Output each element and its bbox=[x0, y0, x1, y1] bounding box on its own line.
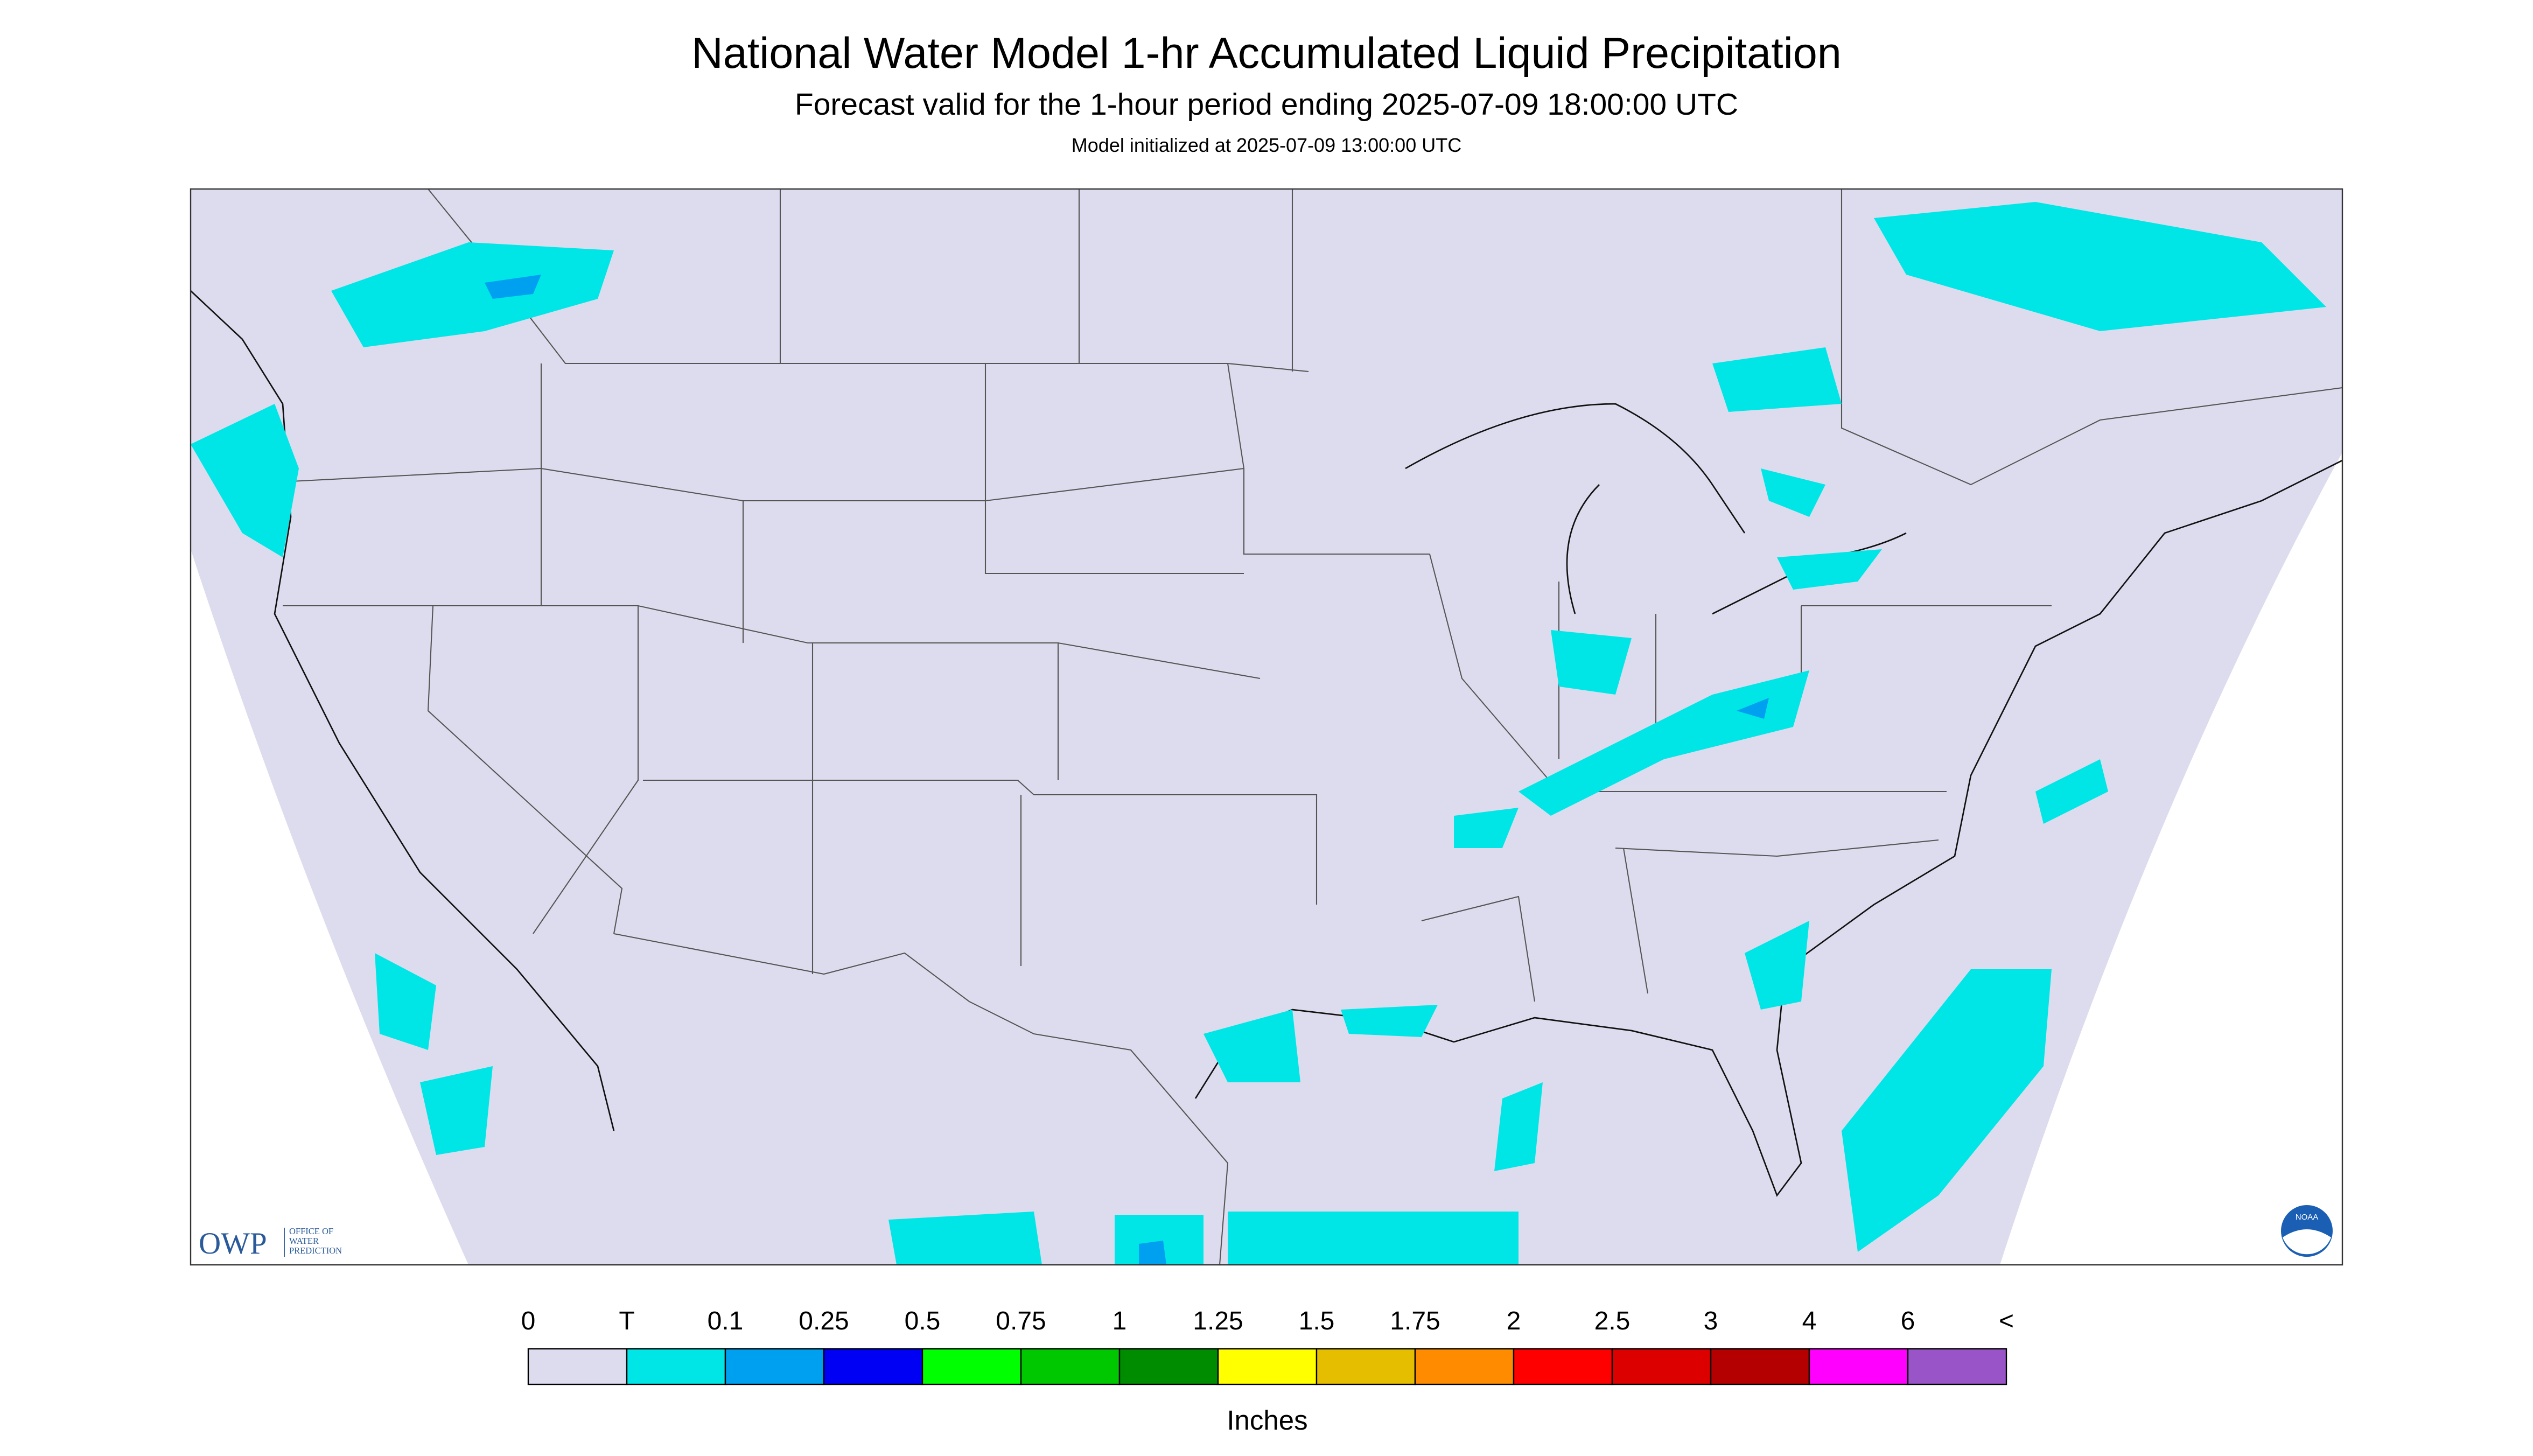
legend-label: 0.75 bbox=[996, 1307, 1046, 1335]
legend-label: 1 bbox=[1112, 1307, 1127, 1335]
color-legend: 0 T 0.1 0.25 0.5 0.75 1 1.25 1.5 1.75 2 2.5 3 4 6 < Inch… bbox=[521, 1307, 2014, 1436]
legend-swatch bbox=[1611, 1348, 1712, 1385]
legend-label: T bbox=[619, 1307, 634, 1335]
legend-swatch bbox=[1907, 1348, 2007, 1385]
legend-label: 0.1 bbox=[708, 1307, 744, 1335]
legend-swatch bbox=[823, 1348, 923, 1385]
legend-unit: Inches bbox=[1227, 1405, 1307, 1436]
init-note: Model initialized at 2025-07-09 13:00:00… bbox=[1072, 134, 1461, 156]
legend-swatch bbox=[724, 1348, 825, 1385]
legend-swatch bbox=[1217, 1348, 1318, 1385]
legend-swatch bbox=[1020, 1348, 1121, 1385]
precipitation bbox=[191, 202, 2326, 1265]
subtitle: Forecast valid for the 1-hour period end… bbox=[795, 87, 1738, 122]
legend-swatch bbox=[1118, 1348, 1219, 1385]
legend-label: 3 bbox=[1704, 1307, 1718, 1335]
legend-swatch bbox=[626, 1348, 726, 1385]
legend-label: 4 bbox=[1802, 1307, 1817, 1335]
legend-label: 6 bbox=[1901, 1307, 1915, 1335]
legend-label: 1.5 bbox=[1299, 1307, 1335, 1335]
legend-label: 0 bbox=[521, 1307, 536, 1335]
legend-label: 2.5 bbox=[1594, 1307, 1631, 1335]
legend-swatch bbox=[1414, 1348, 1515, 1385]
noaa-logo-wave bbox=[2283, 1229, 2331, 1255]
legend-swatch bbox=[1513, 1348, 1613, 1385]
legend-swatch bbox=[1316, 1348, 1416, 1385]
legend-swatch bbox=[1808, 1348, 1909, 1385]
title: National Water Model 1-hr Accumulated Li… bbox=[691, 29, 1842, 78]
legend-label: 2 bbox=[1507, 1307, 1521, 1335]
owp-name: WATER bbox=[289, 1236, 319, 1246]
map-frame bbox=[190, 188, 2343, 1266]
legend-label: < bbox=[1999, 1307, 2014, 1335]
legend-swatch bbox=[921, 1348, 1022, 1385]
map: OWP OFFICE OF WATER PREDICTION NOAA bbox=[190, 188, 2343, 1266]
noaa-text: NOAA bbox=[2296, 1213, 2319, 1222]
legend-swatch bbox=[527, 1348, 628, 1385]
state-borders bbox=[283, 188, 2343, 1265]
owp-logo: OWP bbox=[199, 1227, 267, 1261]
owp-name: PREDICTION bbox=[289, 1245, 342, 1256]
legend-swatch bbox=[1710, 1348, 1810, 1385]
legend-label: 0.5 bbox=[905, 1307, 941, 1335]
legend-label: 1.75 bbox=[1390, 1307, 1440, 1335]
owp-name: OFFICE OF bbox=[289, 1226, 333, 1236]
legend-label: 1.25 bbox=[1193, 1307, 1243, 1335]
model-domain bbox=[191, 189, 2342, 1265]
legend-label: 0.25 bbox=[799, 1307, 849, 1335]
